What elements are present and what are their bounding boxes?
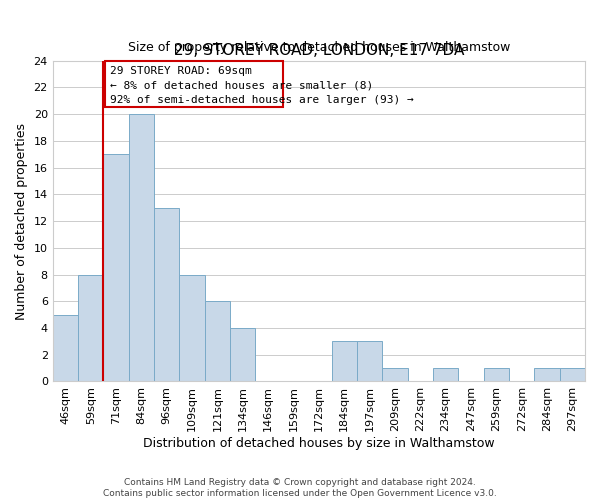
- Text: Size of property relative to detached houses in Walthamstow: Size of property relative to detached ho…: [128, 42, 510, 54]
- Bar: [205, 302, 230, 382]
- Bar: [53, 314, 78, 382]
- Bar: [332, 342, 357, 382]
- Bar: [179, 274, 205, 382]
- Bar: [560, 368, 585, 382]
- Text: 92% of semi-detached houses are larger (93) →: 92% of semi-detached houses are larger (…: [110, 96, 413, 106]
- Bar: [535, 368, 560, 382]
- Bar: [382, 368, 407, 382]
- Text: 29 STOREY ROAD: 69sqm: 29 STOREY ROAD: 69sqm: [110, 66, 251, 76]
- Title: 29, STOREY ROAD, LONDON, E17 7DA: 29, STOREY ROAD, LONDON, E17 7DA: [173, 43, 464, 58]
- Bar: [484, 368, 509, 382]
- Bar: [154, 208, 179, 382]
- Bar: [129, 114, 154, 382]
- Text: ← 8% of detached houses are smaller (8): ← 8% of detached houses are smaller (8): [110, 80, 373, 90]
- Bar: [357, 342, 382, 382]
- Bar: [433, 368, 458, 382]
- Text: Contains HM Land Registry data © Crown copyright and database right 2024.
Contai: Contains HM Land Registry data © Crown c…: [103, 478, 497, 498]
- X-axis label: Distribution of detached houses by size in Walthamstow: Distribution of detached houses by size …: [143, 437, 494, 450]
- Bar: [103, 154, 129, 382]
- Bar: [78, 274, 103, 382]
- Y-axis label: Number of detached properties: Number of detached properties: [15, 122, 28, 320]
- FancyBboxPatch shape: [104, 60, 283, 108]
- Bar: [230, 328, 256, 382]
